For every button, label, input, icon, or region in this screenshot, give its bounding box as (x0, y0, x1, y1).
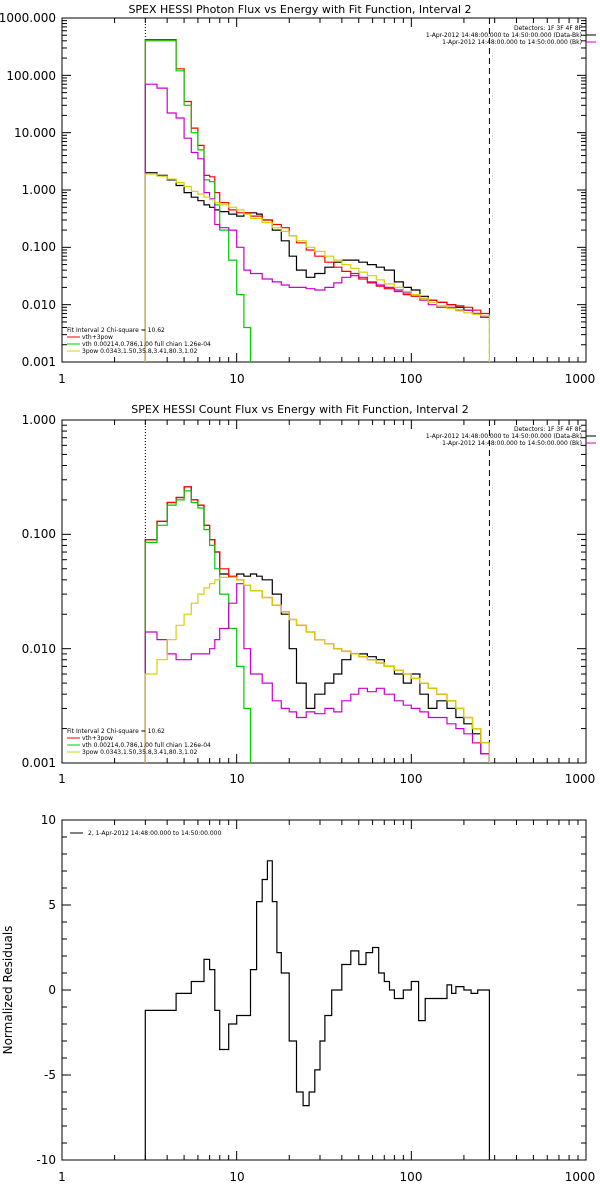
residuals-xtick-1: 1 (58, 1170, 66, 1184)
residuals-series (144, 860, 490, 1160)
count-xtick-10: 10 (229, 772, 244, 786)
series-step-line-3 (144, 83, 490, 362)
count-ytick-0.001: 0.001 (22, 756, 56, 770)
count-xtick-1: 1 (58, 772, 66, 786)
photon-legend-total: vth+3pow (82, 334, 113, 341)
series-step-line-1 (144, 486, 490, 763)
photon-ytick-10: 10.000 (14, 126, 56, 140)
residuals-legend: 2, 1-Apr-2012 14:48:00.000 to 14:50:00.0… (88, 830, 221, 837)
count-ytick-0.01: 0.010 (22, 642, 56, 656)
photon-header-bk: 1-Apr-2012 14:48:00.000 to 14:50:00.000 … (442, 39, 582, 46)
count-legend-total: vth+3pow (82, 735, 113, 742)
count-legend-3pow: 3pow 0.0343,1.50,35.8,3.41,80.3,1.02 (82, 749, 198, 756)
count-flux-panel: SPEX HESSI Count Flux vs Energy with Fit… (22, 403, 596, 786)
series-step-line-4 (144, 576, 490, 763)
photon-legend-3pow: 3pow 0.0343,1.50,35.8,3.41,80.3,1.02 (82, 348, 198, 355)
photon-xtick-10: 10 (229, 372, 244, 386)
count-xtick-1000: 1000 (565, 772, 596, 786)
photon-legend-fit: Fit Interval 2 Chi-square = 10.62 (67, 327, 165, 334)
residuals-ytick-minus10: -10 (36, 1153, 56, 1167)
photon-xtick-100: 100 (400, 372, 423, 386)
series-step-line-2 (144, 490, 252, 763)
photon-ytick-1000: 1000.000 (0, 11, 56, 25)
photon-header-data: 1-Apr-2012 14:48:00.000 to 14:50:00.000 … (426, 32, 582, 39)
residuals-ytick-10: 10 (41, 813, 56, 827)
count-header-bk: 1-Apr-2012 14:48:00.000 to 14:50:00.000 … (442, 440, 582, 447)
photon-header-detectors: Detectors: 1F 3F 4F 8F (514, 25, 583, 32)
series-step-line-0 (144, 860, 490, 1160)
residuals-xtick-1000: 1000 (565, 1170, 596, 1184)
series-step-line-2 (144, 40, 252, 362)
count-axes-box (61, 419, 587, 764)
photon-series (144, 39, 490, 362)
residuals-ytick-0: 0 (48, 983, 56, 997)
count-header-detectors: Detectors: 1F 3F 4F 8F (514, 426, 583, 433)
residuals-ylabel: Normalized Residuals (1, 926, 15, 1055)
photon-xtick-1: 1 (58, 372, 66, 386)
photon-ticks (61, 18, 586, 363)
residuals-axes-box (61, 819, 587, 1161)
count-ticks (61, 420, 586, 764)
photon-title: SPEX HESSI Photon Flux vs Energy with Fi… (128, 3, 471, 16)
photon-ytick-100: 100.000 (6, 69, 56, 83)
count-legend-vth: vth 0.00214,0.786,1.00 full chian 1.26e-… (82, 742, 211, 749)
count-legend-fit: Fit Interval 2 Chi-square = 10.62 (67, 728, 165, 735)
photon-xtick-1000: 1000 (565, 372, 596, 386)
photon-ytick-1: 1.000 (22, 183, 56, 197)
residuals-xtick-100: 100 (400, 1170, 423, 1184)
count-vlines (144, 420, 490, 763)
count-series (144, 486, 490, 763)
count-xtick-100: 100 (400, 772, 423, 786)
count-ytick-1: 1.000 (22, 413, 56, 427)
series-step-line-0 (144, 486, 490, 763)
photon-vlines (144, 18, 490, 362)
series-step-line-1 (144, 39, 490, 362)
residuals-panel: 1 10 100 1000 10 5 0 -5 -10 Normalized R… (1, 813, 595, 1184)
photon-ytick-0.01: 0.010 (22, 298, 56, 312)
residuals-xtick-10: 10 (229, 1170, 244, 1184)
series-step-line-0 (144, 172, 490, 362)
series-step-line-3 (144, 583, 490, 763)
photon-legend-vth: vth 0.00214,0.786,1.00 full chian 1.26e-… (82, 341, 211, 348)
count-title: SPEX HESSI Count Flux vs Energy with Fit… (131, 403, 468, 416)
photon-axes-box (61, 17, 587, 363)
photon-ytick-0.001: 0.001 (22, 355, 56, 369)
count-ytick-0.1: 0.100 (22, 527, 56, 541)
series-step-line-4 (144, 173, 490, 362)
residuals-ytick-minus5: -5 (44, 1068, 56, 1082)
photon-ytick-0.1: 0.100 (22, 240, 56, 254)
photon-flux-panel: SPEX HESSI Photon Flux vs Energy with Fi… (0, 3, 596, 386)
count-header-data: 1-Apr-2012 14:48:00.000 to 14:50:00.000 … (426, 433, 582, 440)
residuals-ticks (61, 819, 586, 1161)
residuals-ytick-5: 5 (48, 898, 56, 912)
